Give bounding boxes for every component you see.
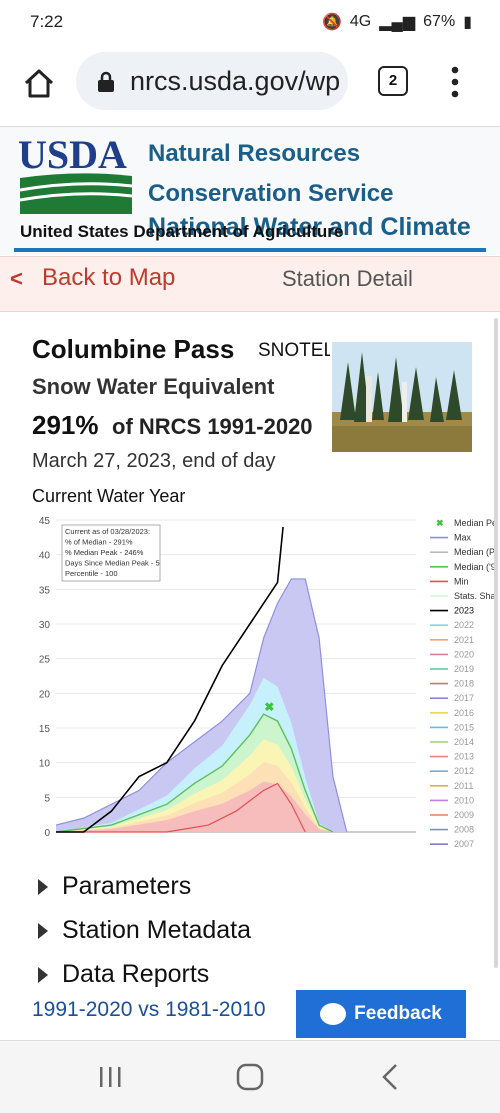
legend-label: 2019: [454, 664, 474, 674]
y-tick-label: 45: [39, 516, 51, 527]
y-tick-label: 10: [39, 759, 51, 770]
expander-label: Data Reports: [62, 960, 210, 988]
info-box-line: Current as of 03/28/2023:: [65, 527, 150, 536]
y-tick-label: 35: [39, 585, 51, 596]
percent-baseline: of NRCS 1991-2020: [112, 414, 313, 439]
compare-normals-link[interactable]: 1991-2020 vs 1981-2010: [32, 998, 266, 1021]
info-box: [61, 524, 161, 582]
status-icons: 🔕 4G ▂▄▆ 67% ▮: [322, 12, 472, 32]
percent-value: 291%: [32, 410, 99, 440]
tab-switcher-button[interactable]: 2: [378, 66, 408, 96]
y-tick-label: 15: [39, 724, 51, 735]
legend-label: 2008: [454, 825, 474, 835]
legend-marker: ✖: [436, 518, 444, 528]
median-peak-marker: ✖: [264, 700, 274, 714]
agency-name-line2: Conservation Service: [148, 180, 394, 207]
status-bar: 7:22 🔕 4G ▂▄▆ 67% ▮: [0, 0, 500, 46]
back-to-map-link[interactable]: Back to Map: [42, 264, 176, 291]
metric-label: Snow Water Equivalent: [32, 374, 275, 399]
url-text[interactable]: nrcs.usda.gov/wp: [130, 66, 340, 96]
expand-triangle-icon: [38, 966, 48, 983]
legend-label: 2014: [454, 737, 474, 747]
header-divider: [14, 248, 486, 252]
department-name: United States Department of Agriculture: [20, 222, 344, 241]
page-nav: [0, 256, 500, 312]
page-label: Station Detail: [282, 266, 413, 291]
legend-label: Max: [454, 533, 472, 543]
battery-level: 67%: [423, 13, 456, 30]
legend-label: 2015: [454, 722, 474, 732]
legend-label: 2012: [454, 766, 474, 776]
page-scrollbar[interactable]: [494, 318, 498, 968]
info-box-line: % Median Peak - 246%: [65, 548, 144, 557]
expand-triangle-icon: [38, 878, 48, 895]
legend-label: 2010: [454, 795, 474, 805]
lock-icon: [98, 71, 114, 92]
y-tick-label: 20: [39, 689, 51, 700]
legend-label: 2022: [454, 620, 474, 630]
legend-label: Median (P: [454, 547, 495, 557]
legend-label: 2023: [454, 606, 474, 616]
recent-apps-icon[interactable]: [98, 1065, 122, 1089]
legend-label: 2013: [454, 752, 474, 762]
legend-label: 2016: [454, 708, 474, 718]
battery-icon: ▮: [463, 14, 472, 31]
expand-triangle-icon: [38, 922, 48, 939]
legend-label: Median ('9: [454, 562, 496, 572]
y-tick-label: 25: [39, 655, 51, 666]
feedback-button[interactable]: Feedback: [296, 990, 466, 1038]
back-nav-icon[interactable]: [380, 1063, 400, 1091]
info-box-line: % of Median - 291%: [65, 538, 133, 547]
legend-label: 2009: [454, 810, 474, 820]
station-metadata-expander[interactable]: Station Metadata: [38, 916, 251, 945]
legend-label: 2018: [454, 679, 474, 689]
mute-icon: 🔕: [321, 14, 342, 31]
data-date: March 27, 2023, end of day: [32, 450, 276, 472]
legend-label: Min: [454, 576, 469, 586]
legend-label: 2021: [454, 635, 474, 645]
legend-label: 2020: [454, 649, 474, 659]
legend-label: 2007: [454, 839, 474, 849]
y-tick-label: 40: [39, 551, 51, 562]
usda-logo[interactable]: USDA: [18, 134, 134, 218]
min-line: [56, 782, 306, 833]
legend-label: Median Pe: [454, 518, 497, 528]
station-photo[interactable]: [332, 342, 472, 452]
back-arrow-icon[interactable]: <: [10, 266, 23, 291]
station-name: Columbine Pass: [32, 334, 235, 364]
current-year-line: [56, 526, 284, 833]
agency-name-line1: Natural Resources: [148, 140, 361, 167]
address-bar[interactable]: [76, 52, 348, 110]
expander-label: Station Metadata: [62, 916, 252, 944]
info-box-line: Percentile - 100: [65, 569, 118, 578]
y-tick-label: 5: [44, 793, 50, 804]
legend-label: 2017: [454, 693, 474, 703]
percentile-band: [56, 781, 347, 832]
feedback-label: Feedback: [354, 1003, 442, 1024]
signal-icon: ▂▄▆: [379, 14, 416, 31]
station-network: SNOTEL: [258, 340, 330, 361]
parameters-expander[interactable]: Parameters: [38, 872, 191, 901]
water-year-label: Current Water Year: [32, 486, 186, 506]
home-nav-icon[interactable]: [236, 1063, 264, 1091]
more-menu-icon[interactable]: [448, 66, 462, 98]
legend-label: Stats. Sha: [454, 591, 496, 601]
center-name: National Water and Climate: [148, 213, 471, 241]
system-nav-bar: [0, 1040, 500, 1113]
data-reports-expander[interactable]: Data Reports: [38, 960, 209, 989]
info-box-line: Days Since Median Peak - 5: [65, 559, 160, 568]
network-label: 4G: [349, 13, 372, 30]
svg-text:USDA: USDA: [18, 134, 127, 177]
legend-label: 2011: [454, 781, 473, 791]
clock: 7:22: [30, 12, 64, 31]
home-icon[interactable]: [22, 66, 56, 100]
expander-label: Parameters: [62, 872, 192, 900]
median-line: [55, 713, 334, 833]
chat-bubble-icon: [320, 1003, 347, 1025]
y-tick-label: 30: [39, 620, 51, 631]
swe-chart[interactable]: 0 5 10 15 20 25 30 35 40 45 ✖ Current as of 03/28/2…: [26, 510, 500, 850]
y-tick-label: 0: [44, 828, 50, 839]
